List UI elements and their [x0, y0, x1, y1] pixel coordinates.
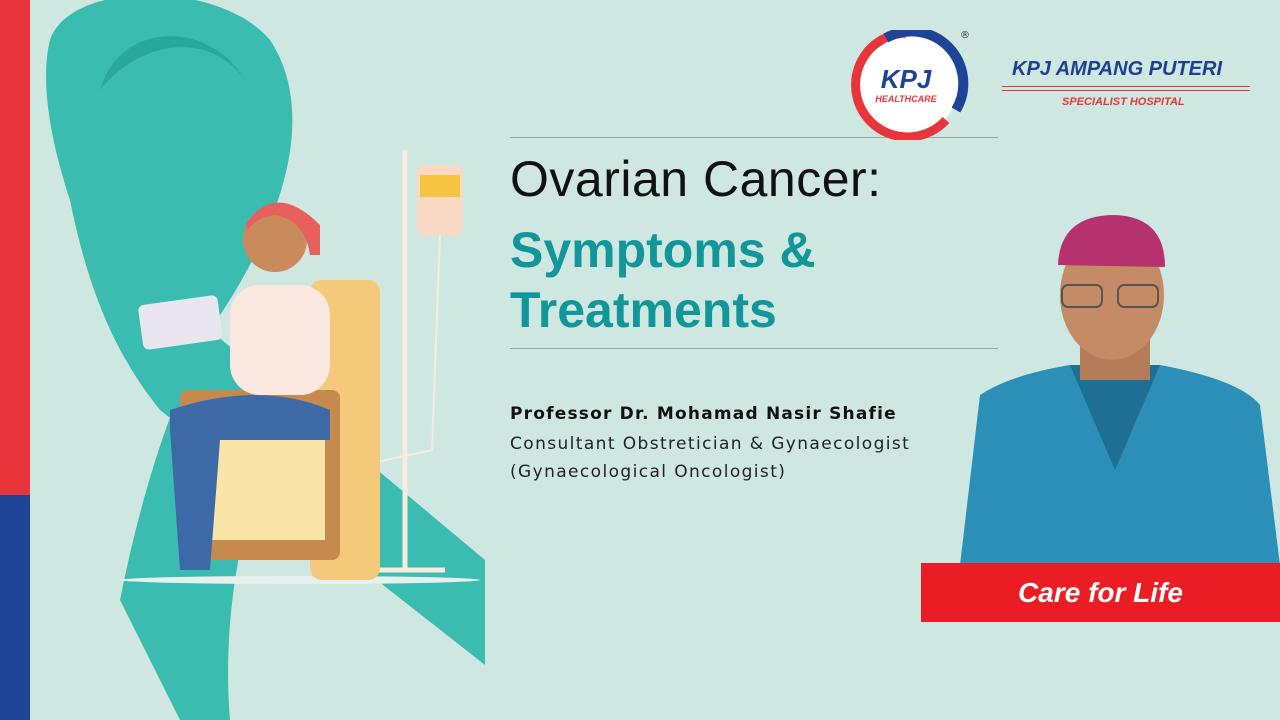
patient-iv-illustration [120, 150, 480, 584]
title-highlight: Symptoms & Treatments [510, 220, 816, 340]
title-divider-top [510, 137, 998, 138]
hospital-subtitle: SPECIALIST HOSPITAL [1062, 96, 1185, 108]
blue-side-strip [0, 495, 30, 720]
presenter-name: Professor Dr. Mohamad Nasir Shafie [510, 404, 897, 424]
registered-mark: ® [960, 30, 970, 41]
tagline-banner: Care for Life [921, 563, 1280, 622]
kpj-healthcare-logo: KPJ HEALTHCARE [851, 30, 969, 140]
logo-healthcare-text: HEALTHCARE [875, 94, 937, 104]
hospital-name: KPJ AMPANG PUTERI [1012, 58, 1223, 80]
title-line-3: Treatments [510, 282, 777, 338]
logo-kpj-text: KPJ [881, 64, 932, 94]
red-side-strip [0, 0, 30, 495]
title-line-2: Symptoms & [510, 222, 816, 278]
title-line-1: Ovarian Cancer: [510, 151, 882, 207]
presenter-photo [960, 215, 1280, 565]
hospital-divider [1002, 86, 1250, 91]
title-divider-bottom [510, 348, 998, 349]
presenter-role: Consultant Obstretician & Gynaecologist … [510, 434, 911, 482]
